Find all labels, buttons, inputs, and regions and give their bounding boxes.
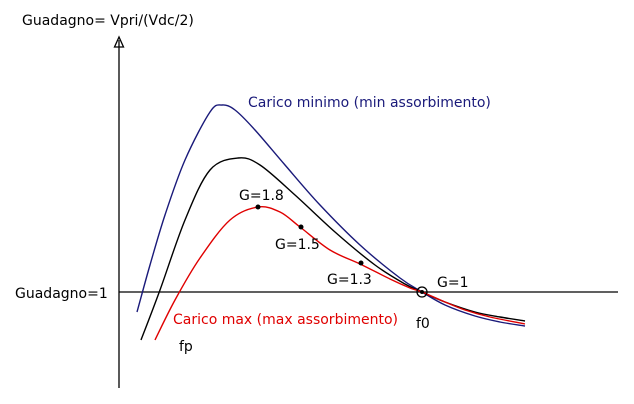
f0-label: f0 [416, 316, 430, 332]
series-label-max-load: Carico max (max assorbimento) [173, 312, 398, 328]
gain-label-1-8: G=1.8 [239, 188, 284, 204]
curve-max-load [154, 206, 526, 341]
curve-min-load [136, 104, 526, 327]
y-axis-arrowhead [113, 35, 125, 48]
resonance-label: G=1 [437, 275, 469, 291]
resonance-marker-dot [420, 290, 424, 294]
curve-intermediate-load [140, 157, 526, 341]
resonance-marker-ring [416, 286, 428, 298]
gain-label-1-3: G=1.3 [327, 272, 372, 288]
fp-label: fp [179, 339, 193, 355]
gain-label-1-5: G=1.5 [275, 237, 320, 253]
series-label-min-load: Carico minimo (min assorbimento) [248, 95, 491, 111]
gain-point-marker [298, 224, 304, 230]
unity-gain-label: Guadagno=1 [15, 286, 108, 302]
gain-point-marker [255, 204, 261, 210]
y-axis-label: Guadagno= Vpri/(Vdc/2) [22, 13, 194, 29]
gain-point-marker [358, 260, 364, 266]
